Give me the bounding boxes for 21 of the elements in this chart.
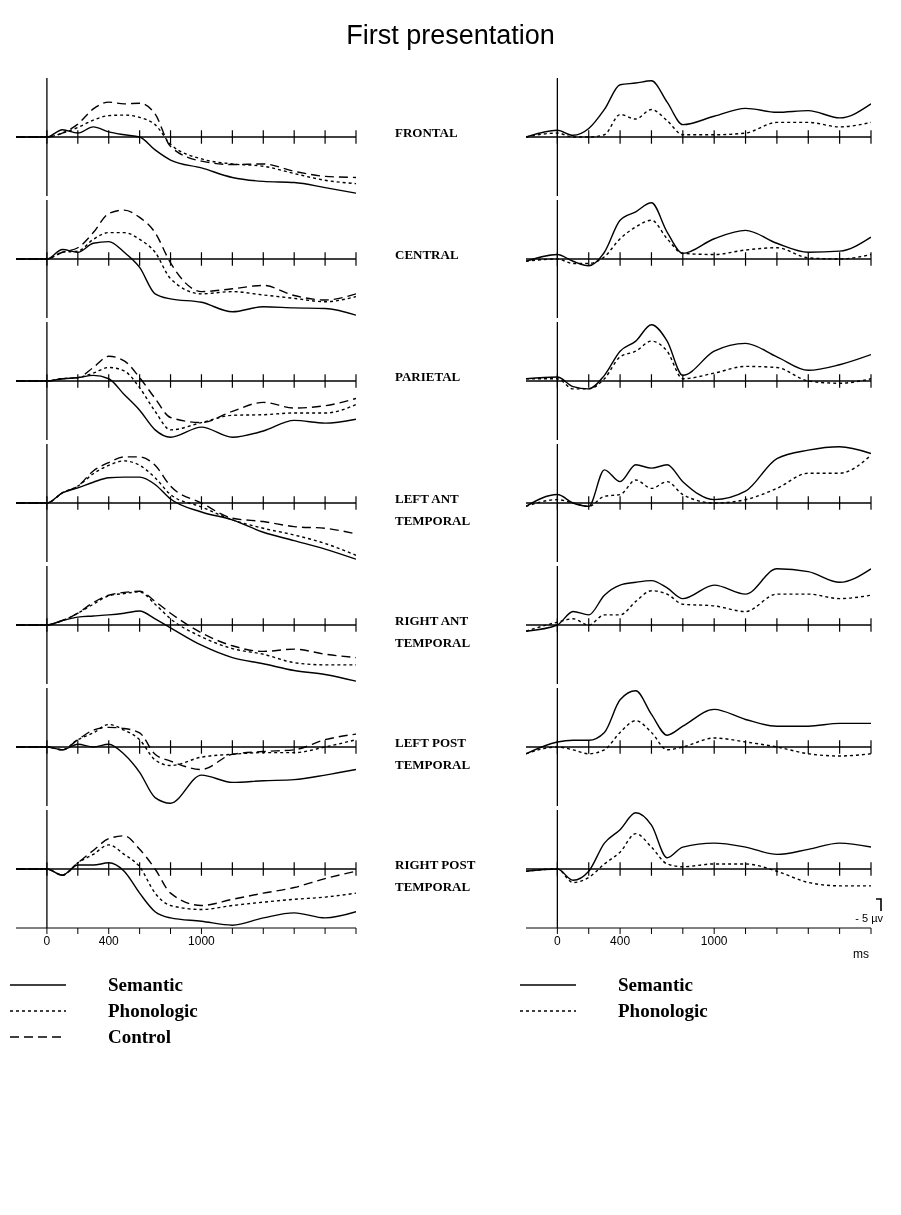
x-tick-label: 1000 (700, 933, 728, 948)
y-axis-title: CENTRAL (395, 246, 460, 264)
y-axis-title: RIGHT ANT TEMPORAL (395, 612, 472, 652)
legend-label: Semantic (618, 974, 693, 996)
x-tick-label: 400 (610, 933, 631, 948)
x-axis-title: ms (853, 947, 869, 961)
y-axis-title: LEFT POST TEMPORAL (395, 734, 472, 774)
y-axis-title: LEFT ANT TEMPORAL (395, 490, 472, 530)
x-tick-label: 0 (554, 933, 562, 948)
text: - 5 µv (855, 912, 883, 924)
legend-label: Phonologic (618, 1000, 708, 1022)
y-axis-title: RIGHT POST TEMPORAL (395, 856, 477, 896)
x-tick-label: 0 (43, 933, 51, 948)
y-axis-title: FRONTAL (395, 124, 459, 142)
x-tick-label: 1000 (188, 933, 216, 948)
legend-label: Semantic (108, 974, 183, 996)
legend-label: Control (108, 1026, 171, 1048)
x-tick-label: 400 (98, 933, 120, 948)
legend-label: Phonologic (108, 1000, 198, 1022)
text: First presentation (345, 20, 556, 51)
y-axis-title: PARIETAL (395, 368, 462, 386)
